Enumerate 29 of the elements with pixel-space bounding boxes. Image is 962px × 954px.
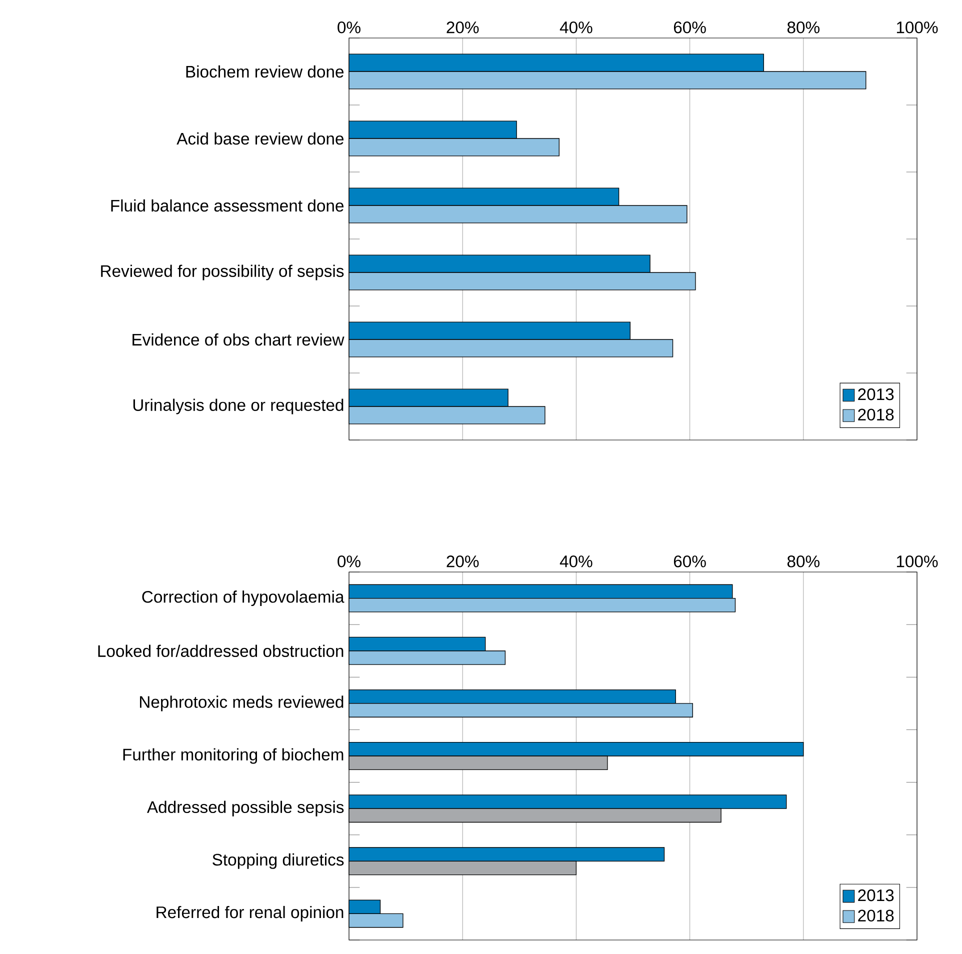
- x-tick-label: 80%: [787, 556, 820, 568]
- x-tick-label: 80%: [787, 22, 820, 34]
- x-tick-label: 60%: [674, 22, 706, 34]
- x-tick-label: 0%: [338, 556, 360, 568]
- y-tick-label: Urinalysis done or requested: [133, 398, 344, 414]
- x-tick-label: 40%: [560, 22, 592, 34]
- x-tick-label: 0%: [338, 22, 360, 34]
- x-tick-label: 60%: [674, 556, 706, 568]
- y-tick-label: Correction of hypovolaemia: [142, 590, 344, 606]
- x-tick-label: 20%: [446, 556, 479, 568]
- y-tick-label: Fluid balance assessment done: [111, 199, 344, 212]
- y-tick-label: Nephrotoxic meds reviewed: [140, 696, 344, 712]
- y-tick-label: Stopping diuretics: [212, 853, 344, 869]
- x-tick-label: 40%: [560, 556, 592, 568]
- y-tick-label: Looked for/addressed obstruction: [98, 644, 344, 657]
- legend-label: 2013: [858, 889, 894, 902]
- y-tick-label: Biochem review done: [186, 65, 344, 78]
- x-tick-label: 100%: [896, 556, 938, 568]
- y-tick-label: Reviewed for possibility of sepsis: [101, 264, 344, 280]
- y-tick-label: Further monitoring of biochem: [123, 748, 344, 764]
- x-tick-label: 100%: [896, 22, 938, 34]
- y-tick-label: Evidence of obs chart review: [132, 333, 344, 346]
- legend-label: 2018: [858, 408, 894, 421]
- y-tick-label: Referred for renal opinion: [156, 906, 344, 922]
- legend-label: 2013: [858, 388, 894, 400]
- y-tick-label: Addressed possible sepsis: [147, 800, 344, 816]
- y-tick-label: Acid base review done: [176, 132, 344, 145]
- x-tick-label: 20%: [446, 22, 479, 34]
- legend-label: 2018: [858, 910, 894, 922]
